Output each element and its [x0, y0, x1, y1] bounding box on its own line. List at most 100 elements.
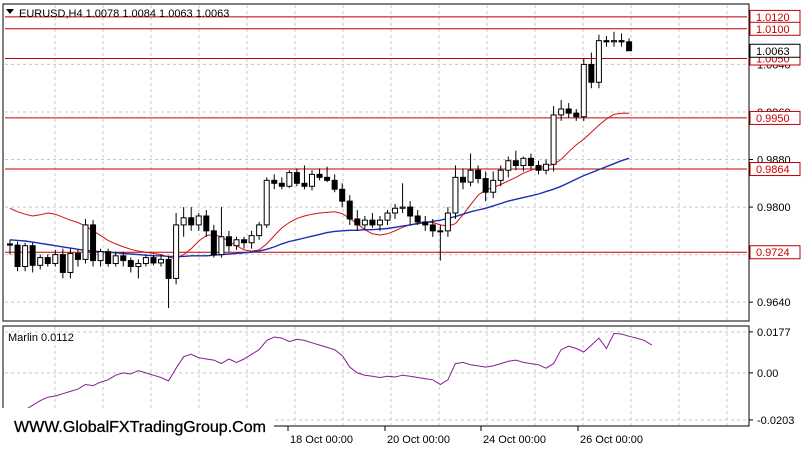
candle — [452, 165, 459, 219]
candle-body — [188, 217, 195, 226]
candle-body — [203, 215, 210, 232]
candle-body — [59, 254, 66, 273]
candle-body — [505, 160, 512, 171]
candle — [135, 259, 142, 279]
candle-body — [550, 114, 557, 165]
candle — [112, 251, 119, 267]
candle-body — [142, 257, 149, 265]
marlin-line — [9, 332, 653, 416]
osc-tick-label: 0.00 — [757, 368, 778, 380]
osc-tick-label: -0.0203 — [757, 415, 794, 427]
candle-body — [580, 63, 587, 118]
candle — [482, 171, 489, 202]
candle — [475, 165, 482, 184]
candle-body — [263, 179, 270, 226]
candle-body — [618, 40, 625, 43]
candle — [399, 183, 406, 214]
candle-body — [595, 40, 602, 83]
candle — [339, 183, 346, 208]
candle — [59, 248, 66, 279]
candle — [90, 220, 97, 267]
candle-body — [565, 108, 572, 114]
candle — [354, 210, 361, 231]
candle — [460, 168, 466, 190]
candle — [210, 224, 217, 258]
level-label-box — [749, 21, 801, 36]
candle-body — [67, 252, 74, 273]
candle-body — [105, 251, 112, 265]
candle — [558, 100, 565, 121]
candle-body — [497, 169, 504, 181]
candle — [188, 207, 195, 231]
candle-body — [346, 200, 353, 220]
level-label: 0.9864 — [756, 164, 790, 176]
candle-body — [29, 245, 36, 266]
candle-body — [399, 206, 406, 209]
candle-body — [248, 235, 255, 244]
candle-body — [158, 258, 164, 264]
candle — [14, 241, 21, 272]
candle — [278, 177, 285, 190]
candle-body — [429, 224, 436, 232]
current-price-label: 1.0063 — [756, 46, 790, 58]
candle — [611, 31, 617, 47]
level-label: 0.9950 — [756, 113, 790, 125]
symbol-dropdown-icon[interactable] — [6, 9, 14, 14]
candle-body — [120, 255, 127, 262]
horizontal-levels — [5, 16, 747, 253]
candle — [595, 34, 602, 89]
candle — [331, 174, 338, 193]
candle — [573, 109, 580, 121]
candle — [414, 210, 421, 225]
candle — [467, 153, 474, 187]
candle — [248, 230, 255, 249]
time-tick-label: 26 Oct 00:00 — [580, 434, 643, 446]
candle-body — [543, 163, 550, 171]
candle — [82, 218, 89, 264]
candle-body — [180, 217, 187, 226]
candle-body — [309, 173, 315, 187]
candle-body — [271, 179, 278, 184]
candle — [376, 215, 383, 231]
candle — [120, 251, 127, 267]
candle-body — [74, 252, 81, 260]
candle-body — [256, 224, 263, 237]
candle — [241, 236, 248, 249]
candle-body — [444, 212, 451, 232]
candle — [535, 160, 542, 175]
osc-tick-label: 0.0177 — [757, 327, 791, 339]
indicator-label: Marlin 0.0112 — [8, 332, 74, 344]
level-label-box — [749, 162, 801, 177]
candle — [218, 207, 225, 258]
candle — [550, 106, 557, 172]
price-tick-label: 0.9800 — [757, 202, 791, 214]
candle — [309, 170, 315, 191]
candle — [37, 254, 44, 270]
price-tick-label: 0.9640 — [757, 297, 791, 309]
candle-body — [233, 239, 240, 247]
candle — [392, 204, 399, 219]
candle — [543, 159, 550, 175]
candle — [301, 165, 308, 190]
candle — [263, 177, 270, 228]
candle — [286, 170, 293, 189]
level-label-box — [749, 245, 801, 260]
candle — [626, 38, 633, 52]
candle-body — [44, 257, 51, 265]
candle-body — [588, 63, 595, 83]
candle-body — [452, 176, 459, 214]
candle — [520, 156, 527, 172]
candle-body — [460, 176, 466, 183]
candle — [203, 210, 210, 237]
candle-body — [535, 164, 542, 171]
candle — [225, 230, 232, 252]
current-price-box — [749, 43, 801, 58]
candle-body — [527, 157, 534, 166]
candle — [565, 103, 572, 118]
candle — [490, 171, 497, 199]
candlesticks — [7, 31, 633, 309]
candle-body — [512, 160, 519, 166]
watermark-box — [0, 408, 274, 452]
candle-body — [376, 219, 383, 226]
candle-body — [37, 257, 44, 266]
